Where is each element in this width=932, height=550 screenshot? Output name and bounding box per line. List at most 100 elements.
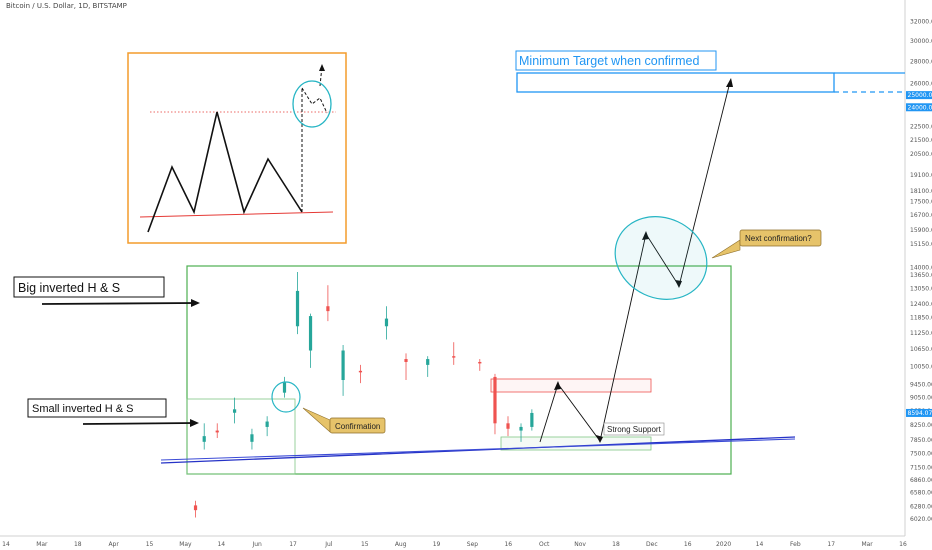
next-confirmation-callout[interactable] [739,229,822,247]
confirmation-label: Confirmation [335,422,380,431]
y-tick-label: 20500.00 [910,151,932,158]
projection-arrowhead-icon [726,78,733,87]
x-tick-label: 2020 [716,541,731,548]
price-badges: 25000.00 24000.00 8594.07 [906,91,932,417]
candle-body[interactable] [308,316,313,351]
candle-body[interactable] [282,381,287,393]
small-hs-label-box[interactable] [27,398,167,418]
y-tick-label: 15150.00 [910,241,932,248]
y-tick-label: 32000.00 [910,19,932,26]
small-pattern-box[interactable] [186,398,296,475]
candle-body[interactable] [452,356,456,358]
time-axis[interactable]: 14 Mar 18 Apr 15 May 14 Jun 17 Jul 15 Aug 19 Sep 16 Oct… [2,541,907,548]
candle-body[interactable] [404,359,408,362]
big-hs-label-box[interactable] [13,276,165,298]
next-confirmation-ellipse[interactable] [601,202,720,314]
x-tick-label: 14 [2,541,10,548]
strong-support-label-box[interactable] [603,422,665,436]
price-badge-label: 8594.07 [908,410,932,417]
x-tick-label: 16 [684,541,692,548]
y-tick-label: 26000.00 [910,80,932,87]
price-badge [906,103,932,112]
candle-body[interactable] [478,361,482,364]
y-tick-label: 18100.00 [910,188,932,195]
candle-body[interactable] [530,412,534,427]
projection-arrowhead-icon [596,435,603,443]
candle-body[interactable] [519,426,523,431]
candle-body[interactable] [295,290,300,327]
price-badge [906,408,932,417]
y-tick-label: 6280.00 [910,503,932,510]
y-tick-label: 6860.00 [910,477,932,484]
inset-ellipse [292,80,332,128]
x-tick-label: 16 [899,541,907,548]
target-label: Minimum Target when confirmed [519,54,699,68]
candle-body[interactable] [250,434,254,442]
x-tick-label: 15 [361,541,369,548]
trendline-upper[interactable] [160,438,796,461]
x-tick-label: Nov [574,541,586,548]
inset-hs-path [147,111,303,233]
y-tick-label: 12400.00 [910,301,932,308]
x-tick-label: Mar [36,541,48,548]
x-tick-label: Apr [108,541,119,548]
candle-body[interactable] [384,318,389,327]
x-tick-label: Oct [539,541,550,548]
x-tick-label: 19 [433,541,441,548]
big-hs-arrowhead-icon [191,299,200,307]
big-pattern-box[interactable] [186,265,732,475]
inset-frame [127,52,347,244]
candle-body[interactable] [232,409,237,413]
candle-body[interactable] [426,359,430,365]
inset-arrowhead-icon [319,64,325,71]
y-tick-label: 7500.00 [910,450,932,457]
target-box[interactable] [516,72,835,93]
small-hs-arrowhead-icon [190,419,199,427]
candle-series[interactable] [193,271,534,518]
y-tick-label: 9050.00 [910,395,932,402]
y-tick-label: 11250.00 [910,330,932,337]
candle-body[interactable] [493,376,497,424]
price-badge-label: 24000.00 [908,104,932,111]
projection-arrowhead-icon [554,381,561,390]
price-badge [906,91,932,100]
small-hs-arrow [82,422,196,425]
y-tick-label: 13650.00 [910,272,932,279]
candle-body[interactable] [202,436,206,442]
candle-body[interactable] [265,421,269,427]
confirmation-callout[interactable] [329,417,386,434]
resistance-box[interactable] [490,378,652,393]
projection-arrowhead-icon [675,280,682,288]
projection-arrowhead-icon [642,231,649,240]
y-tick-label: 22500.00 [910,123,932,130]
x-tick-label: 14 [756,541,764,548]
price-badge-label: 25000.00 [908,92,932,99]
y-tick-label: 14000.00 [910,265,932,272]
candle-body[interactable] [506,423,510,429]
y-tick-label: 17500.00 [910,198,932,205]
candle-body[interactable] [326,306,330,312]
target-label-box[interactable] [515,50,717,71]
inset-base-line [139,211,334,218]
x-tick-label: Dec [646,541,658,548]
x-tick-label: Aug [395,541,407,548]
y-tick-label: 10650.00 [910,346,932,353]
y-tick-label: 15900.00 [910,227,932,234]
candle-body[interactable] [341,350,345,381]
x-tick-label: Jun [251,541,262,548]
x-tick-label: 18 [612,541,620,548]
candle-body[interactable] [358,370,363,373]
x-tick-label: 14 [217,541,225,548]
chart-title: Bitcoin / U.S. Dollar, 1D, BITSTAMP [6,2,127,10]
y-tick-label: 28000.00 [910,58,932,65]
big-hs-label: Big inverted H & S [18,281,120,295]
candle-body[interactable] [215,430,219,433]
projection-path [539,81,731,443]
next-confirmation-label: Next confirmation? [745,234,812,243]
confirmation-ellipse[interactable] [271,381,301,413]
candle-body[interactable] [193,505,198,511]
x-tick-label: Jul [324,541,333,548]
x-tick-label: Mar [861,541,873,548]
next-callout-tail [711,239,741,259]
